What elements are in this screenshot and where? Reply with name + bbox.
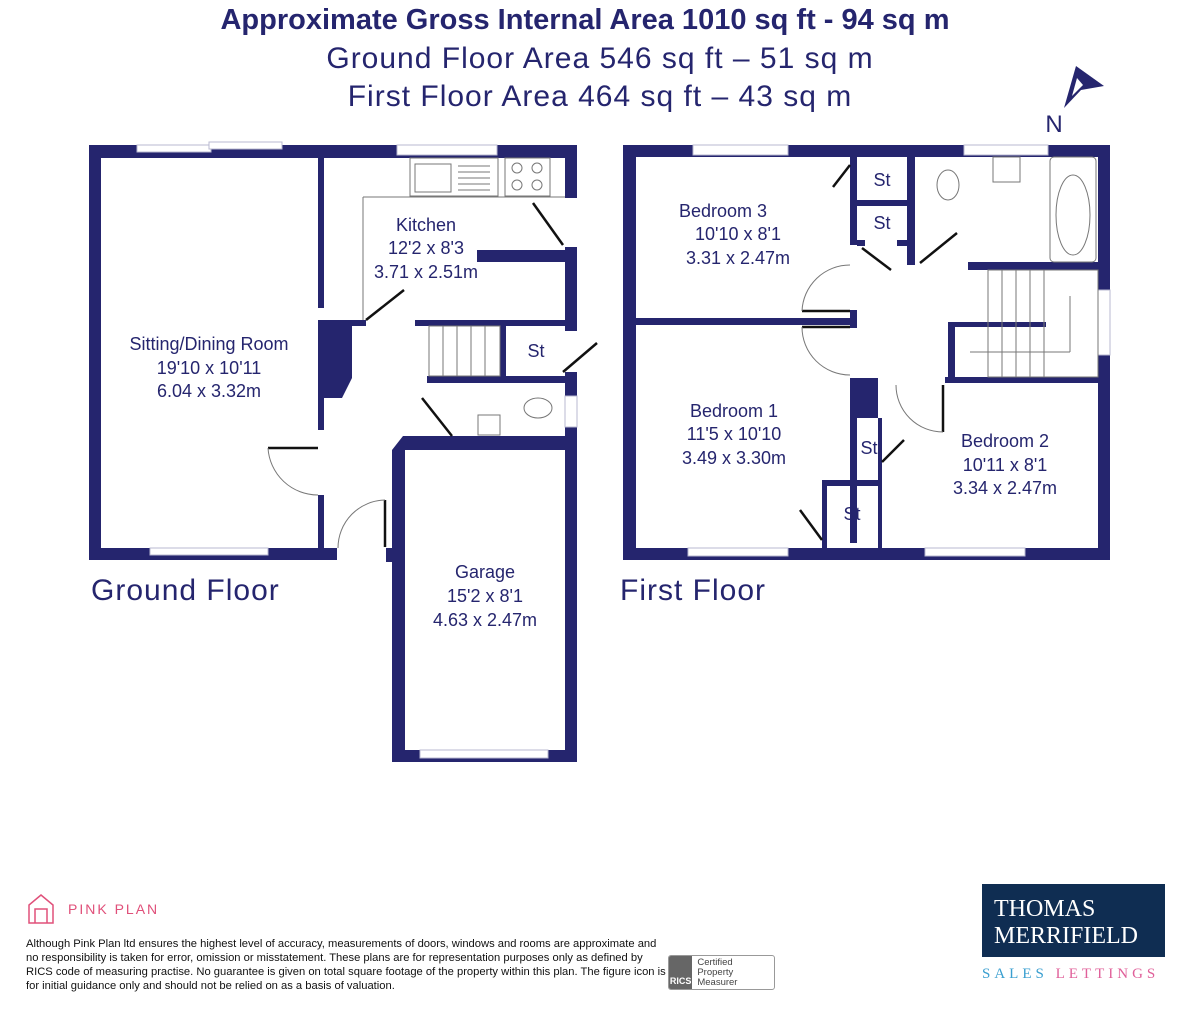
bedroom2-imperial: 10'11 x 8'1 xyxy=(963,455,1048,475)
garage-metric: 4.63 x 2.47m xyxy=(433,610,537,630)
gross-area-title: Approximate Gross Internal Area 1010 sq … xyxy=(220,4,950,36)
pink-plan-logo: PINK PLAN xyxy=(26,893,159,925)
stairs-icon xyxy=(970,269,1099,378)
agent-lettings: LETTINGS xyxy=(1055,966,1160,982)
ground-floor-area: Ground Floor Area 546 sq ft – 51 sq m xyxy=(326,42,874,75)
north-label: N xyxy=(1045,111,1062,138)
kitchen-metric: 3.71 x 2.51m xyxy=(374,262,478,282)
store-label: St xyxy=(873,213,890,233)
bedroom3-name: Bedroom 3 xyxy=(679,201,767,221)
bath-icon xyxy=(1049,156,1097,263)
disclaimer: Although Pink Plan ltd ensures the highe… xyxy=(26,938,666,992)
store-label: St xyxy=(527,341,544,361)
stairs-icon xyxy=(428,325,501,377)
sitting-room-metric: 6.04 x 3.32m xyxy=(157,381,261,401)
sitting-room-imperial: 19'10 x 10'11 xyxy=(157,358,262,378)
garage-imperial: 15'2 x 8'1 xyxy=(447,586,523,606)
toilet-icon xyxy=(936,169,960,201)
floor-plan: N xyxy=(89,66,1111,762)
door-icon xyxy=(798,164,958,541)
agent-name-line2: MERRIFIELD xyxy=(994,923,1138,949)
rics-text: Certified Property Measurer xyxy=(697,957,738,988)
bedroom1-name: Bedroom 1 xyxy=(690,401,778,421)
north-arrow-icon: N xyxy=(1045,66,1104,138)
door-icon xyxy=(267,202,598,549)
first-floor-area: First Floor Area 464 sq ft – 43 sq m xyxy=(347,80,853,113)
agent-sales: SALES xyxy=(982,966,1048,982)
store-label: St xyxy=(860,438,877,458)
bedroom2-name: Bedroom 2 xyxy=(961,431,1049,451)
agent-name-line1: THOMAS xyxy=(994,896,1096,922)
basin-icon xyxy=(477,414,501,436)
bedroom1-imperial: 11'5 x 10'10 xyxy=(687,424,782,444)
rics-badge: RICS Certified Property Measurer xyxy=(668,955,775,990)
first-floor-plan: Bedroom 3 10'10 x 8'1 3.31 x 2.47m Bedro… xyxy=(623,144,1111,560)
agent-services: SALES LETTINGS xyxy=(982,966,1159,983)
agent-logo: THOMAS MERRIFIELD xyxy=(982,884,1165,957)
store-label: St xyxy=(843,504,860,524)
bedroom3-metric: 3.31 x 2.47m xyxy=(686,248,790,268)
kitchen-imperial: 12'2 x 8'3 xyxy=(388,238,464,258)
bedroom1-metric: 3.49 x 3.30m xyxy=(682,448,786,468)
ground-floor-plan: Sitting/Dining Room 19'10 x 10'11 6.04 x… xyxy=(89,141,598,762)
kitchen-name: Kitchen xyxy=(396,215,456,235)
garage-name: Garage xyxy=(455,562,515,582)
toilet-icon xyxy=(523,397,553,419)
first-floor-label: First Floor xyxy=(620,574,766,607)
rics-logo: RICS xyxy=(669,956,693,989)
ground-floor-label: Ground Floor xyxy=(91,574,280,607)
basin-icon xyxy=(992,156,1021,183)
bedroom3-imperial: 10'10 x 8'1 xyxy=(695,224,781,244)
sitting-room-name: Sitting/Dining Room xyxy=(129,334,288,354)
store-label: St xyxy=(873,170,890,190)
pink-plan-brand: PINK PLAN xyxy=(68,901,160,917)
house-icon xyxy=(28,894,54,924)
bedroom2-metric: 3.34 x 2.47m xyxy=(953,478,1057,498)
